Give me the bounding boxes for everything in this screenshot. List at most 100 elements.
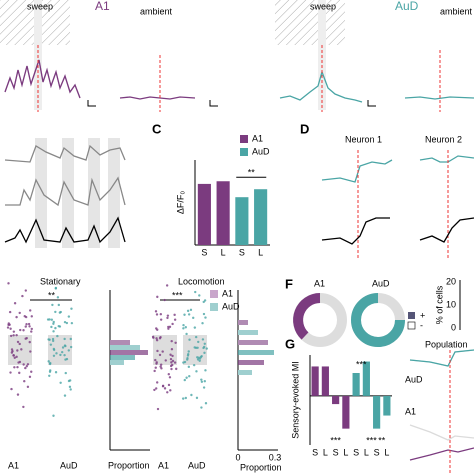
dot — [155, 387, 158, 390]
neuron-traces — [321, 150, 474, 260]
dot — [192, 363, 196, 367]
dot — [166, 314, 170, 317]
dot — [27, 322, 31, 326]
dot — [70, 321, 74, 325]
dot — [159, 318, 163, 321]
dot — [30, 315, 33, 318]
dot — [18, 311, 21, 315]
dot — [24, 315, 28, 319]
x-tick-label: L — [343, 447, 348, 457]
dot — [20, 348, 23, 351]
dot — [30, 330, 33, 333]
dot — [16, 365, 19, 369]
dot — [189, 308, 193, 312]
legend-label: A1 — [252, 133, 263, 143]
bar — [383, 395, 391, 416]
dot — [186, 309, 190, 313]
dot — [54, 286, 58, 290]
dot — [194, 290, 197, 294]
dot — [54, 326, 57, 330]
dot — [54, 310, 57, 314]
dot — [158, 337, 162, 340]
x-tick-label: S — [239, 247, 245, 257]
dot — [155, 337, 158, 340]
dot — [186, 357, 189, 360]
dot — [10, 348, 14, 351]
dot — [61, 346, 65, 349]
legend-swatch — [240, 135, 248, 143]
dot — [153, 369, 156, 373]
legend: + — [420, 310, 425, 320]
dot — [47, 360, 50, 363]
bar — [311, 366, 319, 396]
y-axis-label: ΔF/F₀ — [175, 191, 185, 215]
legend-swatch — [240, 148, 248, 156]
dot — [63, 394, 67, 397]
bar — [197, 183, 211, 245]
dot — [156, 407, 160, 411]
dot — [6, 326, 10, 329]
dot — [193, 326, 197, 329]
label: AuD — [395, 0, 419, 13]
x-tick-label: S — [201, 247, 207, 257]
dot — [24, 289, 27, 292]
label: AuD — [188, 460, 206, 470]
sig: *** — [172, 290, 183, 300]
bar — [321, 366, 329, 396]
dot — [30, 370, 33, 373]
dot — [10, 387, 13, 391]
dot — [24, 337, 27, 340]
dot — [195, 370, 198, 373]
tick: 10 — [446, 299, 456, 309]
dot — [190, 393, 193, 397]
dot — [154, 366, 157, 369]
dot — [204, 402, 208, 405]
dot — [21, 294, 24, 298]
label: Population — [425, 339, 468, 349]
running-traces — [4, 138, 126, 248]
dot — [52, 320, 55, 324]
dot — [163, 298, 166, 302]
population-traces — [409, 349, 474, 474]
label: Neuron 1 — [345, 134, 382, 144]
dot — [12, 334, 15, 337]
histograms — [109, 290, 278, 451]
dot — [171, 359, 175, 363]
dot — [22, 329, 25, 332]
x-tick-label: L — [364, 447, 369, 457]
dot — [168, 325, 172, 329]
dot — [68, 385, 72, 389]
dot — [170, 361, 173, 364]
dot — [169, 353, 172, 356]
sig: *** — [366, 435, 377, 445]
dot — [65, 357, 69, 361]
dot — [204, 369, 207, 372]
dot — [59, 381, 62, 385]
dot — [201, 338, 205, 341]
x-tick-label: L — [323, 447, 328, 457]
dot — [8, 310, 12, 314]
dot — [56, 334, 59, 338]
dot — [64, 371, 67, 375]
dot — [69, 388, 72, 391]
dot — [175, 367, 178, 371]
dot — [63, 320, 67, 324]
dot — [65, 321, 69, 325]
dot — [200, 378, 203, 381]
dot — [166, 391, 169, 394]
dot — [47, 338, 50, 341]
x-tick-label: S — [312, 447, 318, 457]
dot — [155, 327, 158, 330]
dot — [171, 322, 174, 326]
legend: A1 — [222, 288, 233, 298]
dot — [26, 363, 30, 366]
dot — [52, 322, 55, 325]
dot — [167, 325, 170, 329]
dot — [192, 316, 195, 320]
dot — [159, 363, 163, 366]
dot — [159, 313, 163, 316]
dot — [54, 371, 58, 374]
dot — [69, 337, 72, 341]
label: Stationary — [40, 276, 81, 286]
panel-label: C — [152, 121, 162, 136]
